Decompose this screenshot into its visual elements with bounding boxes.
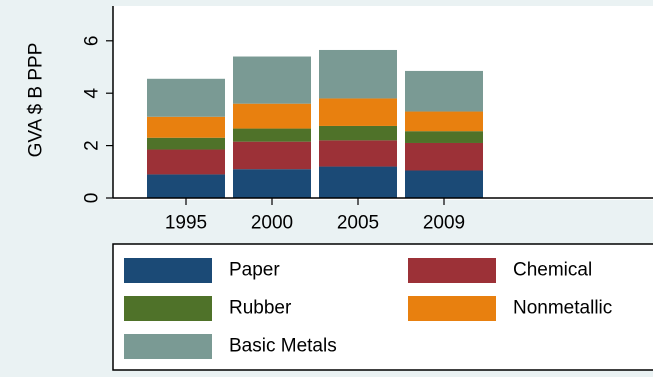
bar-rubber-2005 xyxy=(319,126,397,140)
legend-label-chemical: Chemical xyxy=(513,260,592,281)
bar-nonmetallic-1995 xyxy=(147,117,225,138)
bar-rubber-2000 xyxy=(233,129,311,142)
bar-paper-2009 xyxy=(405,170,483,198)
bar-nonmetallic-2009 xyxy=(405,112,483,132)
y-tick-label-2: 2 xyxy=(82,140,103,151)
bar-nonmetallic-2000 xyxy=(233,104,311,129)
x-tick-label-2005: 2005 xyxy=(337,213,379,234)
bar-rubber-2009 xyxy=(405,131,483,143)
legend-label-paper: Paper xyxy=(229,260,280,281)
legend-swatch-nonmetallic xyxy=(408,296,496,321)
legend-swatch-paper xyxy=(124,258,212,283)
y-axis-title: GVA $ B PPP xyxy=(26,43,47,158)
bar-rubber-1995 xyxy=(147,138,225,150)
y-tick-label-0: 0 xyxy=(82,193,103,204)
bar-paper-2000 xyxy=(233,169,311,198)
bar-nonmetallic-2005 xyxy=(319,98,397,126)
legend: Paper Chemical Rubber Nonmetallic Basic Meta… xyxy=(113,244,653,370)
bar-paper-1995 xyxy=(147,174,225,198)
bar-paper-2005 xyxy=(319,167,397,198)
y-tick-label-6: 6 xyxy=(82,36,103,47)
bar-basic-metals-2009 xyxy=(405,71,483,112)
bar-basic-metals-1995 xyxy=(147,79,225,117)
bar-chemical-2009 xyxy=(405,143,483,171)
y-tick-label-4: 4 xyxy=(82,87,103,98)
legend-swatch-rubber xyxy=(124,296,212,321)
bar-chemical-2000 xyxy=(233,142,311,170)
bar-chemical-2005 xyxy=(319,140,397,166)
legend-label-rubber: Rubber xyxy=(229,298,292,319)
bar-basic-metals-2000 xyxy=(233,57,311,104)
bar-chemical-1995 xyxy=(147,150,225,175)
x-tick-label-2000: 2000 xyxy=(251,213,293,234)
bar-basic-metals-2005 xyxy=(319,50,397,98)
legend-label-basic-metals: Basic Metals xyxy=(229,336,337,357)
x-tick-label-2009: 2009 xyxy=(423,213,465,234)
legend-label-nonmetallic: Nonmetallic xyxy=(513,298,612,319)
x-tick-label-1995: 1995 xyxy=(165,213,207,234)
legend-swatch-chemical xyxy=(408,258,496,283)
legend-swatch-basic-metals xyxy=(124,334,212,359)
